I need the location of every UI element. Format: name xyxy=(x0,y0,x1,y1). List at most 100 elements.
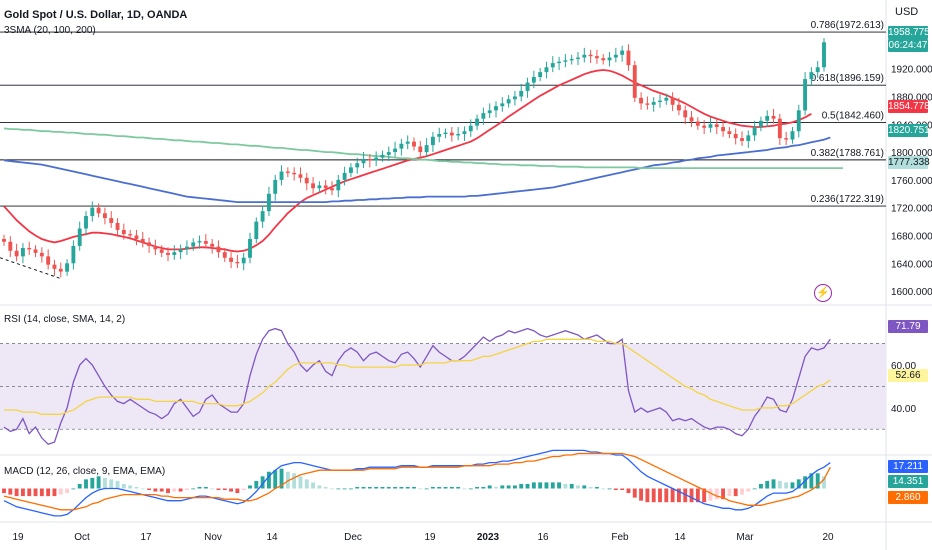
candle xyxy=(632,65,637,98)
candle xyxy=(557,61,562,64)
macd-hist-bar xyxy=(462,488,467,490)
candle xyxy=(676,104,681,111)
rsi-title[interactable]: RSI (14, close, SMA, 14, 2) xyxy=(4,314,126,325)
price-pane xyxy=(0,38,843,280)
macd-hist-bar xyxy=(424,488,429,490)
macd-hist-bar xyxy=(481,486,486,489)
candle xyxy=(216,246,221,253)
candle xyxy=(544,67,549,73)
candle xyxy=(695,121,700,126)
candle xyxy=(134,235,139,239)
price-tick: 1640.000 xyxy=(891,259,932,270)
candle xyxy=(172,252,177,255)
sma-line-2 xyxy=(3,136,831,204)
time-tick: 14 xyxy=(674,532,686,543)
macd-hist-bar xyxy=(330,488,334,490)
candle xyxy=(191,242,196,247)
candle xyxy=(266,193,271,212)
candle xyxy=(519,90,524,97)
candle xyxy=(620,50,625,55)
macd-hist-bar xyxy=(65,488,70,494)
candle xyxy=(166,252,170,255)
time-axis: 19 Oct 17 Nov 14 Dec 19 2023 16 Feb 14 Mar 20 xyxy=(12,532,834,543)
candle xyxy=(197,241,202,243)
candle xyxy=(702,125,707,128)
candle xyxy=(658,100,662,103)
candle xyxy=(771,115,776,119)
macd-hist-bar xyxy=(689,488,694,503)
macd-hist-bar xyxy=(147,488,152,491)
macd-hist-bar xyxy=(456,486,461,489)
time-tick: 20 xyxy=(822,532,834,543)
macd-hist-bar xyxy=(184,488,189,491)
macd-hist-bar xyxy=(664,488,669,503)
macd-hist-bar xyxy=(430,486,435,489)
candle xyxy=(248,238,252,258)
candle xyxy=(2,238,6,242)
macd-hist-bar xyxy=(46,488,51,497)
macd-hist-bar xyxy=(758,483,763,489)
macd-hist-bar xyxy=(380,486,385,489)
candle xyxy=(708,124,713,128)
candle xyxy=(27,248,32,250)
time-tick: 16 xyxy=(537,532,549,543)
macd-hist-bar xyxy=(588,486,593,489)
candle xyxy=(765,115,770,121)
macd-hist-bar xyxy=(222,488,227,491)
macd-hist-bar xyxy=(210,488,215,490)
macd-hist-bar xyxy=(317,485,322,489)
candle xyxy=(424,145,429,153)
candle xyxy=(550,63,555,68)
candle xyxy=(115,222,120,230)
candle xyxy=(651,102,656,105)
rsi-tick: 60.00 xyxy=(891,361,916,372)
macd-hist-bar xyxy=(311,482,316,489)
candle xyxy=(317,185,322,189)
candle xyxy=(96,207,101,214)
candle xyxy=(311,183,316,189)
candle xyxy=(639,97,644,104)
macd-hist-bar xyxy=(241,488,246,491)
price-axis: 1920.0001880.0001840.0001800.0001760.000… xyxy=(891,65,932,415)
macd-hist-bar xyxy=(8,488,13,495)
indicator-legend[interactable]: 3SMA (20, 100, 200) xyxy=(4,25,96,36)
candle xyxy=(588,54,593,57)
candle xyxy=(399,143,404,149)
macd-hist-bar xyxy=(77,483,82,489)
candle xyxy=(714,124,719,128)
lightning-bolt-icon[interactable]: ⚡ xyxy=(814,284,832,302)
macd-hist-bar xyxy=(475,486,480,489)
macd-hist-bar xyxy=(601,488,606,490)
macd-badge: 17.211 xyxy=(888,460,928,473)
candle xyxy=(203,241,208,244)
macd-title[interactable]: MACD (12, 26, close, 9, EMA, EMA) xyxy=(4,466,166,477)
macd-hist-bar xyxy=(594,486,599,489)
macd-hist-bar xyxy=(58,488,63,495)
candle xyxy=(374,157,379,161)
macd-hist-bar xyxy=(576,485,580,489)
candle xyxy=(784,138,789,140)
time-tick: 17 xyxy=(140,532,152,543)
macd-hist-bar xyxy=(443,486,448,489)
candle xyxy=(140,238,145,243)
time-tick: Feb xyxy=(611,532,629,543)
macd-hist-bar xyxy=(620,488,625,491)
candle xyxy=(752,127,757,136)
time-tick: 19 xyxy=(424,532,436,543)
candle xyxy=(525,82,530,91)
candle xyxy=(355,163,360,168)
candle xyxy=(52,264,57,269)
macd-hist-bar xyxy=(676,488,681,503)
macd-hist-bar xyxy=(658,488,662,503)
sma100-badge: 1820.751 xyxy=(888,124,930,137)
rsi-tick: 40.00 xyxy=(891,404,916,415)
macd-hist-bar xyxy=(393,486,398,489)
histogram-badge: 2.860 xyxy=(888,491,928,504)
macd-hist-bar xyxy=(39,488,44,497)
candle xyxy=(84,216,88,229)
candle xyxy=(412,141,416,147)
macd-hist-bar xyxy=(235,488,240,494)
candle xyxy=(563,60,568,62)
macd-hist-bar xyxy=(418,488,423,490)
